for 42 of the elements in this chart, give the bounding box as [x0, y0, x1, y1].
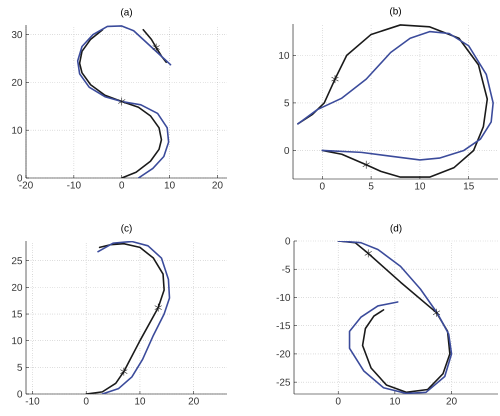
y-tick-label: -15 — [276, 322, 290, 330]
y-tick-label: -25 — [276, 378, 290, 386]
y-tick-label: 20 — [12, 78, 22, 86]
x-tick-label: 10 — [390, 398, 400, 405]
x-tick-label: 10 — [164, 182, 175, 189]
chart-title: (d) — [390, 224, 402, 234]
y-tick-label: -5 — [282, 266, 290, 273]
x-tick-label: 20 — [188, 398, 199, 405]
x-tick-label: 0 — [336, 398, 341, 405]
y-tick-label: 0 — [17, 174, 22, 182]
y-tick-label: 5 — [17, 364, 22, 371]
chart-title: (c) — [121, 224, 132, 234]
x-tick-label: 20 — [446, 398, 457, 405]
x-tick-label: 0 — [320, 182, 325, 190]
x-tick-label: 15 — [464, 182, 474, 190]
y-tick-label: 0 — [284, 146, 290, 154]
x-tick-label: -10 — [26, 398, 40, 405]
line-series — [297, 30, 494, 161]
y-tick-label: 20 — [12, 284, 22, 291]
x-tick-label: 5 — [368, 182, 374, 190]
y-tick-label: -20 — [276, 350, 290, 358]
line-series — [85, 242, 165, 394]
line-series — [297, 24, 488, 178]
y-tick-label: 5 — [284, 99, 290, 106]
y-tick-label: 25 — [12, 257, 22, 264]
y-tick-label: 10 — [279, 52, 290, 59]
x-tick-label: 10 — [415, 182, 426, 190]
chart-title: (b) — [390, 7, 401, 16]
y-tick-label: 0 — [285, 237, 290, 245]
y-tick-label: -10 — [276, 294, 290, 301]
x-tick-label: 20 — [212, 182, 223, 189]
y-tick-label: 10 — [12, 337, 22, 344]
x-tick-label: 0 — [84, 398, 89, 405]
x-tick-label: 10 — [135, 398, 146, 405]
chart-title: (a) — [121, 8, 132, 18]
x-tick-label: 0 — [119, 182, 124, 189]
y-tick-label: 10 — [12, 126, 22, 134]
y-tick-label: 15 — [12, 310, 22, 318]
y-tick-label: 0 — [17, 390, 22, 398]
x-tick-label: -10 — [67, 182, 81, 189]
y-tick-label: 30 — [12, 31, 22, 38]
line-series — [97, 241, 170, 394]
